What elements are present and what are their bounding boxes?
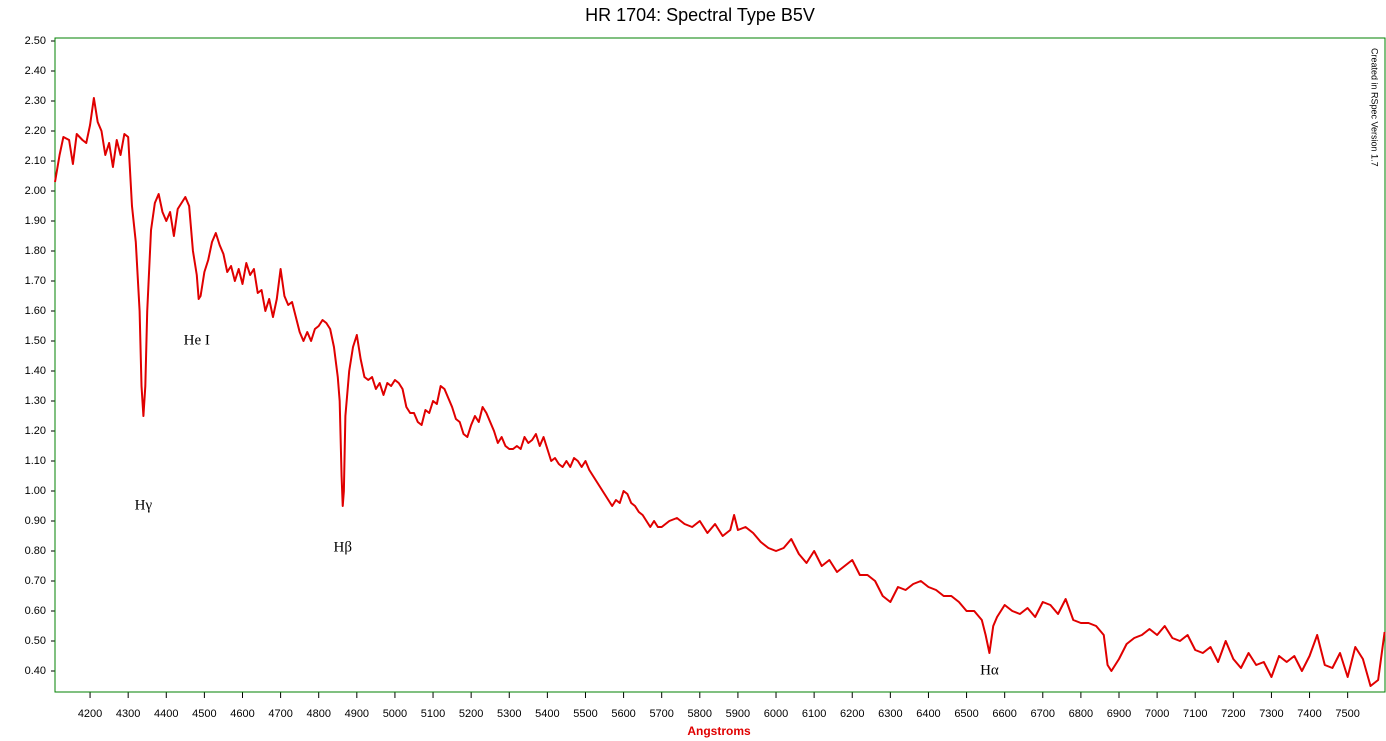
x-tick-label: 7000 bbox=[1145, 708, 1169, 720]
x-tick-label: 4900 bbox=[345, 708, 369, 720]
y-tick-label: 0.60 bbox=[25, 605, 46, 617]
x-tick-label: 5300 bbox=[497, 708, 521, 720]
y-tick-label: 2.50 bbox=[25, 35, 46, 47]
x-tick-label: 5600 bbox=[611, 708, 635, 720]
x-tick-label: 6000 bbox=[764, 708, 788, 720]
x-tick-label: 4700 bbox=[268, 708, 292, 720]
x-tick-label: 7200 bbox=[1221, 708, 1245, 720]
x-tick-label: 4200 bbox=[78, 708, 102, 720]
x-tick-label: 5000 bbox=[383, 708, 407, 720]
y-tick-label: 0.80 bbox=[25, 545, 46, 557]
y-tick-label: 0.40 bbox=[25, 665, 46, 677]
x-tick-label: 7400 bbox=[1297, 708, 1321, 720]
x-tick-label: 5100 bbox=[421, 708, 445, 720]
y-tick-label: 2.00 bbox=[25, 185, 46, 197]
x-tick-label: 4500 bbox=[192, 708, 216, 720]
y-tick-label: 1.80 bbox=[25, 245, 46, 257]
x-tick-label: 6100 bbox=[802, 708, 826, 720]
y-tick-label: 0.90 bbox=[25, 515, 46, 527]
line-annotation: Hα bbox=[980, 662, 999, 678]
x-tick-label: 6700 bbox=[1031, 708, 1055, 720]
x-tick-label: 6500 bbox=[954, 708, 978, 720]
spectrum-line bbox=[54, 97, 1386, 687]
x-tick-label: 5700 bbox=[649, 708, 673, 720]
x-tick-label: 6900 bbox=[1107, 708, 1131, 720]
y-tick-label: 1.10 bbox=[25, 455, 46, 467]
y-tick-label: 2.10 bbox=[25, 155, 46, 167]
y-tick-label: 2.40 bbox=[25, 65, 46, 77]
y-tick-label: 1.90 bbox=[25, 215, 46, 227]
line-annotation: Hγ bbox=[135, 497, 153, 513]
x-tick-label: 5900 bbox=[726, 708, 750, 720]
y-tick-label: 2.30 bbox=[25, 95, 46, 107]
x-tick-label: 5800 bbox=[688, 708, 712, 720]
x-tick-label: 4300 bbox=[116, 708, 140, 720]
y-tick-label: 2.20 bbox=[25, 125, 46, 137]
x-tick-label: 5500 bbox=[573, 708, 597, 720]
y-tick-label: 1.30 bbox=[25, 395, 46, 407]
x-tick-label: 7300 bbox=[1259, 708, 1283, 720]
y-tick-label: 1.70 bbox=[25, 275, 46, 287]
x-tick-label: 4800 bbox=[306, 708, 330, 720]
y-tick-label: 0.70 bbox=[25, 575, 46, 587]
chart-title: HR 1704: Spectral Type B5V bbox=[585, 5, 815, 25]
y-tick-label: 1.40 bbox=[25, 365, 46, 377]
y-tick-label: 1.00 bbox=[25, 485, 46, 497]
x-tick-label: 5400 bbox=[535, 708, 559, 720]
x-tick-label: 4400 bbox=[154, 708, 178, 720]
plot-frame bbox=[54, 37, 1386, 693]
x-tick-label: 7100 bbox=[1183, 708, 1207, 720]
line-annotation: He I bbox=[184, 332, 210, 348]
y-tick-label: 1.60 bbox=[25, 305, 46, 317]
y-tick-label: 1.20 bbox=[25, 425, 46, 437]
x-tick-label: 4600 bbox=[230, 708, 254, 720]
x-tick-label: 6400 bbox=[916, 708, 940, 720]
x-tick-label: 6200 bbox=[840, 708, 864, 720]
x-tick-label: 7500 bbox=[1335, 708, 1359, 720]
x-axis-label: Angstroms bbox=[687, 724, 751, 738]
line-annotation: Hβ bbox=[333, 539, 351, 555]
y-tick-label: 0.50 bbox=[25, 635, 46, 647]
x-tick-label: 6300 bbox=[878, 708, 902, 720]
x-tick-label: 5200 bbox=[459, 708, 483, 720]
x-tick-label: 6600 bbox=[992, 708, 1016, 720]
y-tick-label: 1.50 bbox=[25, 335, 46, 347]
version-note: Created in RSpec Version 1.7 bbox=[1370, 48, 1380, 167]
x-tick-label: 6800 bbox=[1069, 708, 1093, 720]
